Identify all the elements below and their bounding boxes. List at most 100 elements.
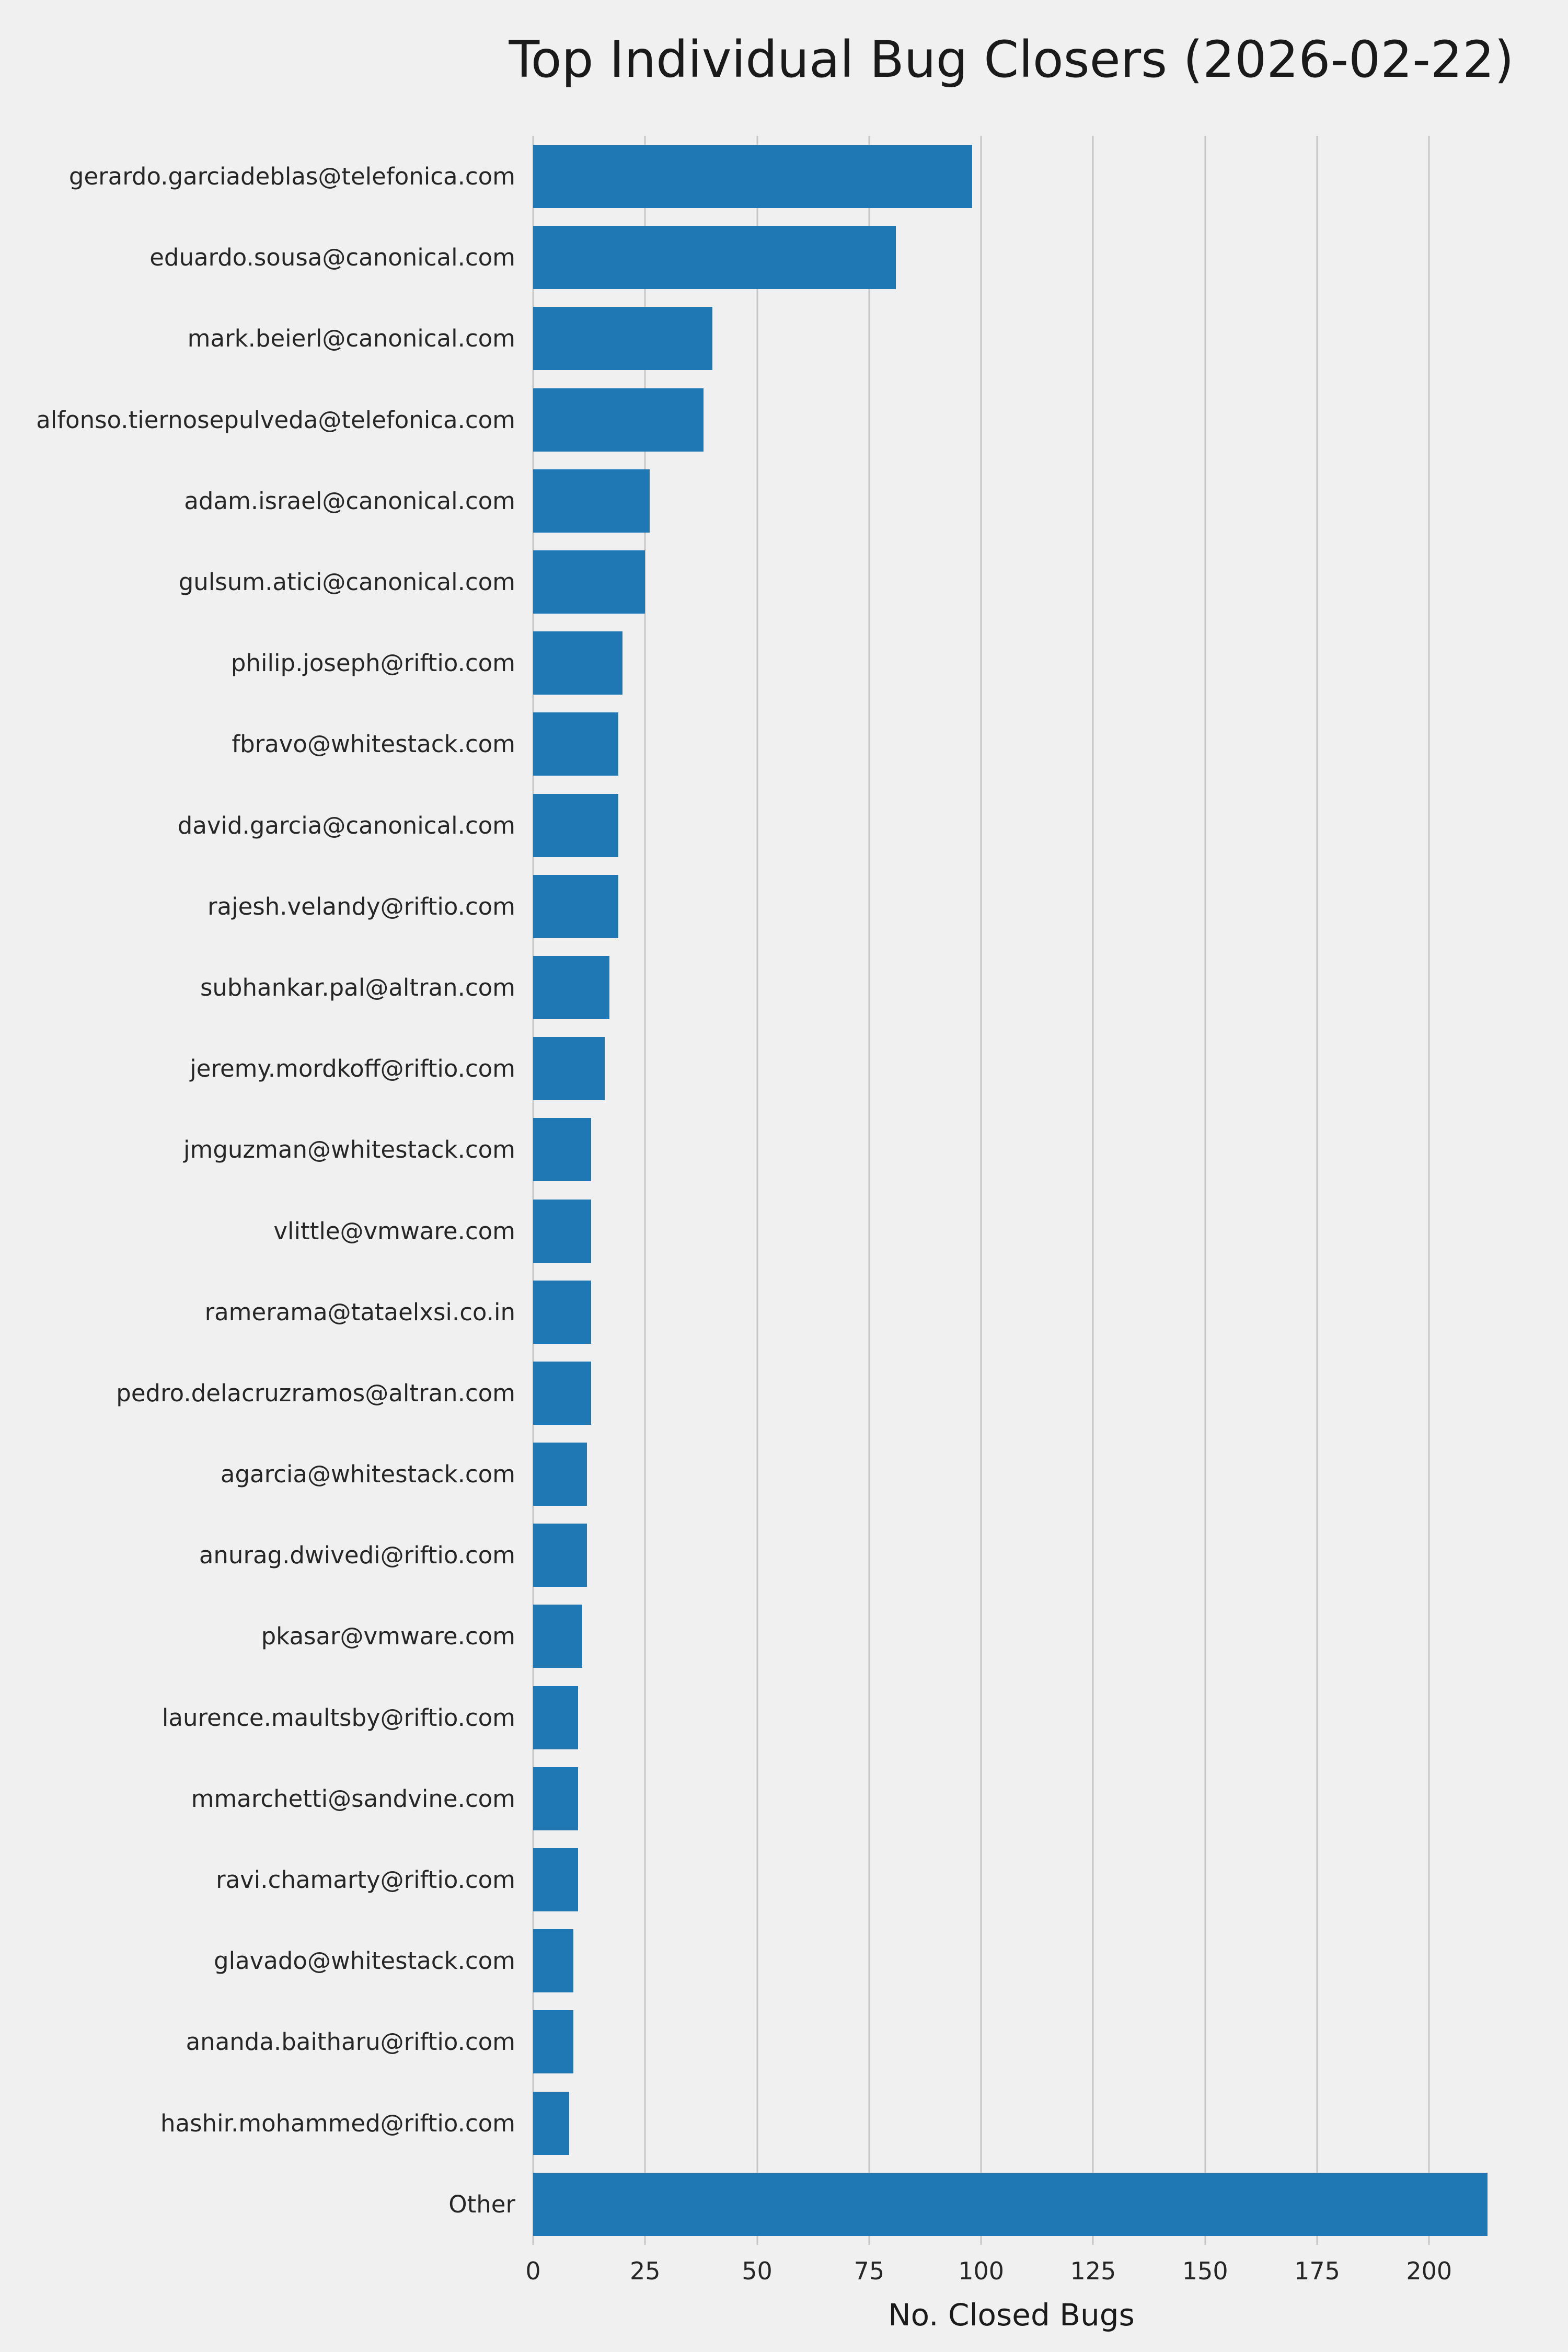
bar (533, 1929, 574, 1993)
category-label: ravi.chamarty@riftio.com (216, 1866, 515, 1894)
bar-row: rajesh.velandy@riftio.com (207, 866, 1490, 947)
bars-container: gerardo.garciadeblas@telefonica.com eduar… (36, 136, 1490, 2245)
bar (533, 145, 972, 209)
bar (533, 874, 618, 938)
bar (533, 1443, 587, 1506)
bar (533, 2010, 574, 2074)
bar-row: alfonso.tiernosepulveda@telefonica.com (36, 379, 1490, 460)
bar (533, 1280, 592, 1344)
category-label: adam.israel@canonical.com (184, 487, 515, 515)
category-label: ramerama@tataelxsi.co.in (204, 1298, 515, 1326)
bar (533, 226, 896, 290)
bar-row: ramerama@tataelxsi.co.in (205, 1272, 1490, 1353)
category-label: philip.joseph@riftio.com (230, 649, 515, 677)
bar-row: pkasar@vmware.com (261, 1596, 1490, 1677)
bar (533, 1524, 587, 1587)
x-tick-label: 100 (958, 2257, 1005, 2285)
category-label: anurag.dwivedi@riftio.com (199, 1541, 515, 1570)
chart-title: Top Individual Bug Closers (2026-02-22) (509, 30, 1514, 89)
bar-row: fbravo@whitestack.com (232, 704, 1490, 785)
category-label: jmguzman@whitestack.com (183, 1136, 515, 1164)
bar (533, 1361, 592, 1425)
x-tick-label: 75 (854, 2257, 885, 2285)
gridline (644, 136, 646, 2245)
category-label: vlittle@vmware.com (273, 1217, 515, 1245)
gridline (1092, 136, 1094, 2245)
bar-row: jmguzman@whitestack.com (183, 1109, 1490, 1190)
bar-row: gerardo.garciadeblas@telefonica.com (69, 136, 1490, 217)
bar-row: ravi.chamarty@riftio.com (216, 1839, 1490, 1920)
category-label: hashir.mohammed@riftio.com (160, 2109, 515, 2137)
category-label: alfonso.tiernosepulveda@telefonica.com (36, 406, 515, 434)
bar (533, 307, 712, 371)
bar (533, 550, 645, 614)
bar-row: agarcia@whitestack.com (221, 1434, 1490, 1515)
bar-row: david.garcia@canonical.com (178, 785, 1490, 866)
x-tick-label: 50 (742, 2257, 773, 2285)
bar (533, 1199, 592, 1263)
bar-row: glavado@whitestack.com (214, 1920, 1490, 2001)
category-label: eduardo.sousa@canonical.com (149, 244, 515, 272)
x-tick-label: 0 (525, 2257, 541, 2285)
bar-row: philip.joseph@riftio.com (231, 622, 1490, 704)
x-axis-ticks: 0 25 50 75 100 125 150 175 200 (525, 2257, 1490, 2288)
bar-row: subhankar.pal@altran.com (200, 947, 1490, 1028)
bar (533, 712, 618, 776)
bar (533, 1848, 578, 1912)
gridline (1316, 136, 1318, 2245)
bar-row: gulsum.atici@canonical.com (179, 541, 1490, 622)
bar (533, 2172, 1488, 2236)
bar-row: adam.israel@canonical.com (184, 460, 1490, 541)
x-tick-label: 25 (630, 2257, 661, 2285)
category-label: glavado@whitestack.com (214, 1947, 515, 1975)
category-label: gerardo.garciadeblas@telefonica.com (68, 163, 515, 191)
x-axis-label: No. Closed Bugs (888, 2297, 1135, 2333)
bar-row: Other (448, 2164, 1490, 2245)
bar (533, 469, 650, 533)
bar (533, 388, 704, 452)
x-tick-label: 150 (1182, 2257, 1228, 2285)
plot-area: gerardo.garciadeblas@telefonica.com eduar… (36, 136, 1490, 2245)
bar (533, 1037, 605, 1101)
bar-row: mark.beierl@canonical.com (188, 298, 1490, 379)
bar (533, 1767, 578, 1830)
bar (533, 1686, 578, 1749)
bar (533, 793, 618, 857)
gridline (1204, 136, 1206, 2245)
category-label: mmarchetti@sandvine.com (191, 1784, 515, 1813)
bar-row: jeremy.mordkoff@riftio.com (190, 1028, 1490, 1109)
gridline (868, 136, 870, 2245)
category-label: fbravo@whitestack.com (232, 730, 515, 758)
bar-row: laurence.maultsby@riftio.com (162, 1677, 1490, 1758)
x-tick-label: 200 (1406, 2257, 1452, 2285)
bar-row: vlittle@vmware.com (273, 1190, 1490, 1271)
category-label: mark.beierl@canonical.com (187, 325, 515, 353)
category-label: gulsum.atici@canonical.com (178, 568, 515, 596)
category-label: agarcia@whitestack.com (220, 1460, 515, 1489)
bar-row: anurag.dwivedi@riftio.com (199, 1515, 1490, 1596)
category-label: Other (448, 2190, 515, 2218)
gridline (1428, 136, 1430, 2245)
bar (533, 631, 623, 695)
x-tick-label: 125 (1070, 2257, 1116, 2285)
gridline (756, 136, 758, 2245)
bar (533, 1605, 583, 1668)
bar-row: hashir.mohammed@riftio.com (160, 2083, 1490, 2164)
category-label: david.garcia@canonical.com (177, 811, 515, 839)
gridline (980, 136, 982, 2245)
gridlines (532, 136, 1490, 2245)
category-label: ananda.baitharu@riftio.com (186, 2028, 515, 2056)
category-label: jeremy.mordkoff@riftio.com (190, 1055, 515, 1083)
bar (533, 955, 609, 1019)
gridline (532, 136, 534, 2245)
bar-row: eduardo.sousa@canonical.com (149, 217, 1490, 298)
bar-row: pedro.delacruzramos@altran.com (116, 1353, 1490, 1434)
bar-row: ananda.baitharu@riftio.com (186, 2001, 1490, 2082)
category-label: pedro.delacruzramos@altran.com (116, 1379, 515, 1407)
bar-row: mmarchetti@sandvine.com (191, 1758, 1490, 1839)
bar (533, 2091, 569, 2155)
x-tick-label: 175 (1294, 2257, 1340, 2285)
category-label: pkasar@vmware.com (261, 1622, 515, 1651)
category-label: laurence.maultsby@riftio.com (162, 1703, 515, 1732)
